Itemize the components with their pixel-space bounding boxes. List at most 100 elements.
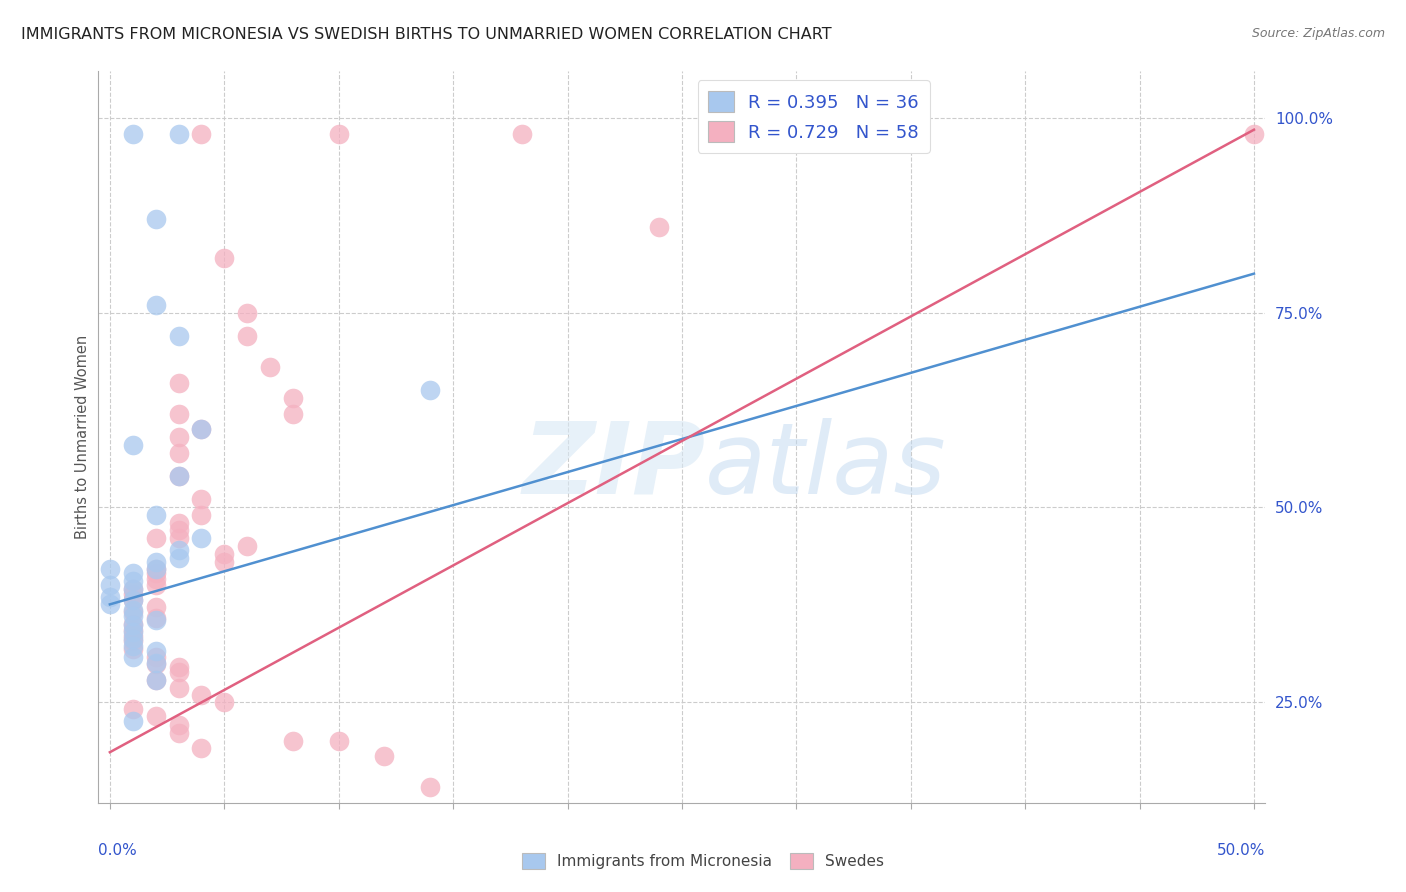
Point (167, 542, 190, 557)
Point (167, 376, 190, 390)
Point (190, 741, 212, 756)
Point (145, 656, 167, 670)
Point (98, 590, 121, 604)
Point (190, 422, 212, 436)
Point (145, 673, 167, 687)
Text: 50.0%: 50.0% (1218, 843, 1265, 858)
Point (121, 593, 143, 607)
Point (121, 603, 143, 617)
Text: IMMIGRANTS FROM MICRONESIA VS SWEDISH BIRTHS TO UNMARRIED WOMEN CORRELATION CHAR: IMMIGRANTS FROM MICRONESIA VS SWEDISH BI… (21, 27, 832, 42)
Point (98, 578, 121, 592)
Point (190, 508, 212, 522)
Point (190, 492, 212, 507)
Point (121, 624, 143, 639)
Text: atlas: atlas (706, 417, 946, 515)
Text: 0.0%: 0.0% (98, 843, 138, 858)
Point (167, 445, 190, 459)
Point (145, 531, 167, 545)
Point (121, 566, 143, 581)
Point (190, 127, 212, 141)
Point (167, 127, 190, 141)
Point (328, 127, 350, 141)
Point (121, 127, 143, 141)
Point (145, 562, 167, 576)
Point (145, 649, 167, 664)
Point (121, 628, 143, 642)
Point (98, 598, 121, 612)
Point (98, 562, 121, 576)
Point (281, 733, 304, 747)
Text: ZIP: ZIP (522, 417, 706, 515)
Point (167, 550, 190, 565)
Point (167, 659, 190, 673)
Point (145, 555, 167, 569)
Point (236, 539, 259, 553)
Point (121, 714, 143, 728)
Point (167, 469, 190, 483)
Point (145, 508, 167, 522)
Point (121, 634, 143, 648)
Point (121, 582, 143, 596)
Point (121, 618, 143, 632)
Point (167, 430, 190, 444)
Point (214, 695, 236, 709)
Legend: Immigrants from Micronesia, Swedes: Immigrants from Micronesia, Swedes (516, 847, 890, 875)
Point (236, 329, 259, 343)
Point (281, 811, 304, 825)
Point (121, 639, 143, 653)
Point (167, 524, 190, 538)
Point (419, 384, 441, 398)
Point (190, 531, 212, 545)
Point (236, 305, 259, 319)
Point (145, 613, 167, 627)
Point (121, 609, 143, 624)
Point (259, 359, 281, 374)
Point (328, 733, 350, 747)
Point (510, 127, 533, 141)
Point (121, 582, 143, 596)
Point (167, 531, 190, 545)
Point (281, 391, 304, 405)
Point (145, 572, 167, 586)
Point (190, 689, 212, 703)
Point (121, 616, 143, 631)
Y-axis label: Births to Unmarried Women: Births to Unmarried Women (75, 335, 90, 539)
Point (167, 407, 190, 421)
Point (121, 605, 143, 619)
Point (167, 516, 190, 530)
Point (419, 780, 441, 795)
Point (145, 562, 167, 576)
Point (121, 438, 143, 452)
Point (145, 673, 167, 687)
Point (190, 422, 212, 436)
Point (121, 574, 143, 588)
Point (167, 725, 190, 739)
Point (121, 632, 143, 647)
Point (145, 644, 167, 658)
Legend: R = 0.395   N = 36, R = 0.729   N = 58: R = 0.395 N = 36, R = 0.729 N = 58 (697, 80, 929, 153)
Point (145, 657, 167, 672)
Point (167, 665, 190, 679)
Point (145, 566, 167, 581)
Point (214, 555, 236, 569)
Text: Source: ZipAtlas.com: Source: ZipAtlas.com (1251, 27, 1385, 40)
Point (145, 610, 167, 624)
Point (167, 469, 190, 483)
Point (121, 593, 143, 607)
Point (373, 749, 395, 764)
Point (121, 587, 143, 601)
Point (145, 708, 167, 723)
Point (145, 599, 167, 614)
Point (145, 212, 167, 227)
Point (145, 298, 167, 312)
Point (167, 329, 190, 343)
Point (121, 702, 143, 716)
Point (214, 547, 236, 561)
Point (121, 641, 143, 656)
Point (1243, 127, 1265, 141)
Point (167, 681, 190, 695)
Point (648, 219, 671, 234)
Point (121, 623, 143, 637)
Point (167, 718, 190, 732)
Point (121, 649, 143, 664)
